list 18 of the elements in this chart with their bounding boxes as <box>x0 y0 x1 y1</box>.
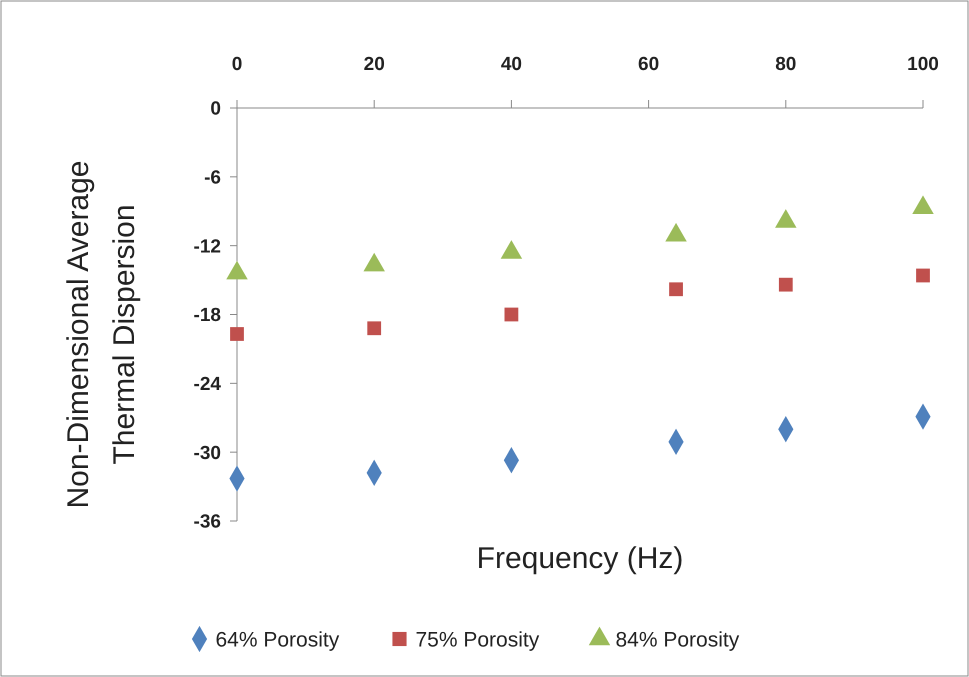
x-tick-label: 40 <box>500 54 522 75</box>
x-axis-title: Frequency (Hz) <box>476 542 684 575</box>
legend-label: 84% Porosity <box>616 628 740 652</box>
y-tick-label: -18 <box>194 305 221 326</box>
y-tick-label: -6 <box>204 167 221 188</box>
y-tick-label: 0 <box>210 98 221 120</box>
x-tick-label: 100 <box>907 54 939 75</box>
x-tick-label: 20 <box>364 54 385 75</box>
x-tick-label: 60 <box>638 54 660 75</box>
y-axis-title: Non-Dimensional Average Thermal Dispersion <box>62 160 141 508</box>
legend-label: 75% Porosity <box>416 628 540 652</box>
y-tick-label: -36 <box>194 512 221 533</box>
legend-label: 64% Porosity <box>216 628 340 652</box>
x-tick-label: 0 <box>232 54 242 75</box>
x-tick-label: 80 <box>775 54 796 75</box>
y-tick-label: -30 <box>194 442 221 464</box>
y-tick-label: -12 <box>194 236 221 258</box>
y-tick-label: -24 <box>194 374 222 395</box>
